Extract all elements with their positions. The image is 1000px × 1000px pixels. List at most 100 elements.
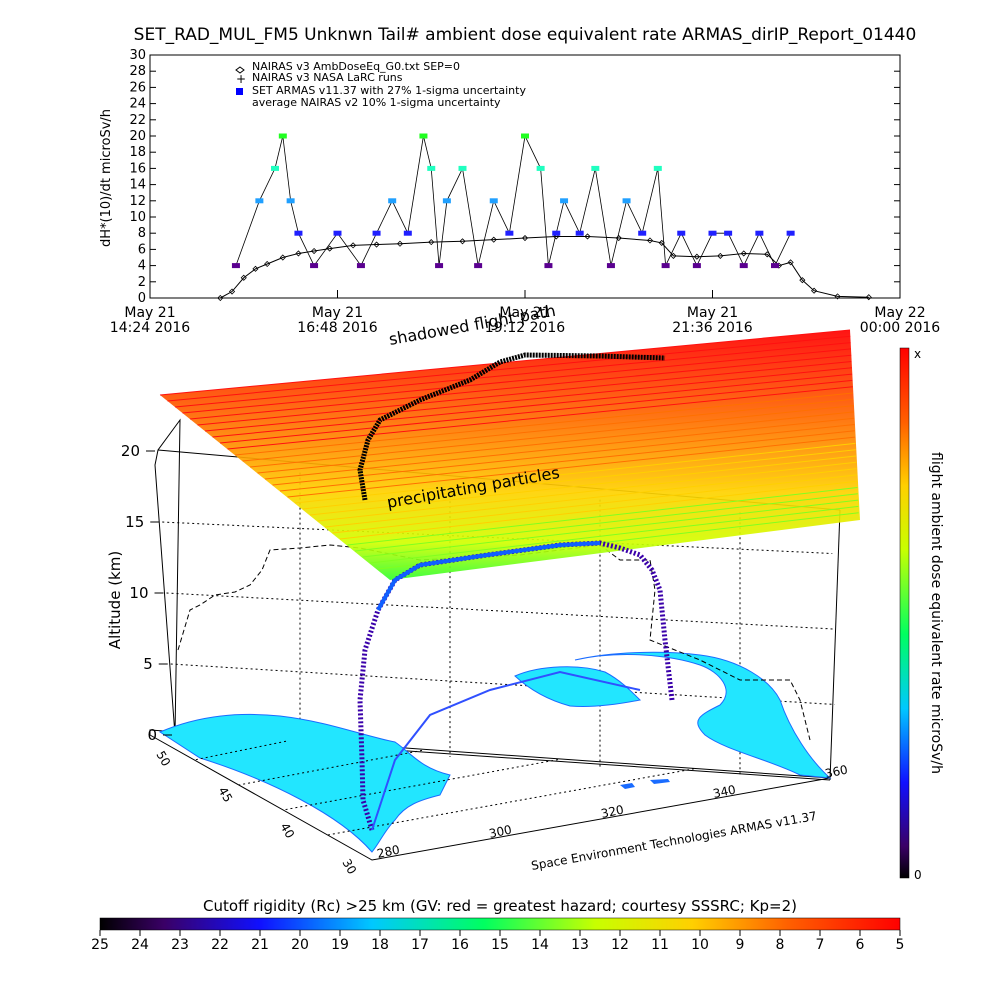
longitude-tick-label: 340 xyxy=(712,782,737,800)
legend-diamond-marker xyxy=(235,66,245,74)
armas-point xyxy=(708,230,717,236)
armas-point xyxy=(310,263,319,269)
bottom-tick-label: 10 xyxy=(691,937,709,953)
y-tick-label: 26 xyxy=(129,80,146,95)
layer-hatch-line xyxy=(242,398,854,462)
floor-grid-line xyxy=(327,768,695,836)
nairas-point xyxy=(670,252,677,259)
layer-hatch-line xyxy=(309,455,857,516)
armas-point xyxy=(372,230,381,236)
layer-hatch-line xyxy=(227,386,853,450)
armas-point xyxy=(771,263,779,269)
legend-item-armas: SET ARMAS v11.37 with 27% 1-sigma uncert… xyxy=(252,84,526,97)
x-tick-label-time: 21:36 2016 xyxy=(672,320,753,336)
legend-item-nairas-v2: average NAIRAS v2 10% 1-sigma uncertaint… xyxy=(252,96,501,109)
bottom-tick-label: 13 xyxy=(571,937,589,953)
right-wall-edge xyxy=(829,509,841,781)
layer-hatch-line xyxy=(249,405,854,468)
layer-hatch-line xyxy=(369,505,859,564)
armas-point xyxy=(536,165,545,171)
layer-hatch-line xyxy=(189,354,852,420)
y-tick-label: 24 xyxy=(129,97,146,112)
bottom-colorbar-label: Cutoff rigidity (Rc) >25 km (GV: red = g… xyxy=(203,897,797,915)
bottom-tick-label: 18 xyxy=(371,937,389,953)
layer-hatch-line xyxy=(234,392,854,456)
armas-point xyxy=(755,230,764,236)
map-small-islands xyxy=(620,779,670,789)
nairas-point xyxy=(693,253,700,260)
nairas-point xyxy=(240,274,247,281)
nairas-point xyxy=(834,293,841,300)
armas-point xyxy=(271,165,279,171)
y-tick-label: 6 xyxy=(138,242,146,257)
layer-hatch-line xyxy=(332,474,857,534)
armas-point xyxy=(419,133,428,139)
nairas-point xyxy=(217,294,224,302)
altitude-tick-label: 20 xyxy=(121,442,140,460)
flight-path-ground-track xyxy=(371,670,641,831)
x-tick-label-time: 00:00 2016 xyxy=(860,320,941,336)
armas-point xyxy=(388,198,397,204)
armas-point xyxy=(560,198,569,204)
armas-point xyxy=(677,230,686,236)
bottom-tick-label: 25 xyxy=(91,937,109,953)
wall-grid-line xyxy=(166,592,834,630)
right-colorbar: x 0 flight ambient dose equivalent rate … xyxy=(899,347,944,882)
bottom-tick-label: 7 xyxy=(816,937,825,953)
armas-point xyxy=(591,165,600,171)
armas-point xyxy=(442,198,451,204)
layer-hatch-line xyxy=(347,487,858,546)
nairas-point xyxy=(740,250,747,257)
bottom-colorbar: Cutoff rigidity (Rc) >25 km (GV: red = g… xyxy=(91,897,904,953)
bottom-tick-label: 22 xyxy=(211,937,229,953)
nairas-point xyxy=(373,241,380,248)
series-armas-line xyxy=(235,134,791,268)
layer-hatch-line xyxy=(219,379,853,444)
nairas-point xyxy=(264,260,271,268)
latitude-tick-label: 40 xyxy=(277,821,297,841)
wall-grid-line xyxy=(170,663,835,705)
layer-hatch-line xyxy=(257,411,854,474)
nairas-point xyxy=(584,233,591,240)
layer-hatch-line xyxy=(279,430,855,492)
layer-hatch-line xyxy=(287,436,856,498)
nairas-point xyxy=(717,252,724,259)
flight-path-elevated-shadow xyxy=(357,352,666,501)
layer-hatch-line xyxy=(204,367,852,432)
layer-hatch-line xyxy=(182,348,851,414)
armas-point xyxy=(521,133,529,139)
armas-point xyxy=(286,198,295,204)
armas-point xyxy=(474,263,483,269)
armas-point xyxy=(489,198,498,204)
floor-grid xyxy=(194,740,695,836)
armas-point xyxy=(458,165,467,171)
armas-point xyxy=(435,263,444,269)
latitude-tick-label: 30 xyxy=(339,857,359,877)
armas-point xyxy=(505,230,514,236)
bottom-tick-label: 11 xyxy=(651,937,669,953)
armas-point xyxy=(638,230,647,236)
longitude-tick-label: 280 xyxy=(376,842,401,860)
x-tick-label-time: 14:24 2016 xyxy=(110,320,191,336)
layer-hatch-line xyxy=(167,335,851,402)
y-tick-label: 2 xyxy=(138,275,146,290)
right-colorbar-gradient xyxy=(899,347,910,879)
layer-hatch-line xyxy=(264,417,855,480)
altitude-tick-label: 0 xyxy=(147,726,157,744)
x-tick-label-time: 16:48 2016 xyxy=(297,320,378,336)
y-tick-label: 14 xyxy=(129,178,146,193)
y-tick-label: 20 xyxy=(129,129,146,144)
floor-grid-line xyxy=(283,759,559,811)
y-tick-label: 16 xyxy=(129,161,146,176)
bottom-tick-label: 5 xyxy=(896,937,905,953)
bottom-tick-label: 19 xyxy=(331,937,349,953)
armas-point xyxy=(278,133,287,139)
bottom-tick-label: 16 xyxy=(451,937,469,953)
bottom-tick-label: 20 xyxy=(291,937,309,953)
armas-point xyxy=(231,263,240,269)
y-tick-label: 30 xyxy=(129,48,146,63)
nairas-point xyxy=(310,247,318,255)
